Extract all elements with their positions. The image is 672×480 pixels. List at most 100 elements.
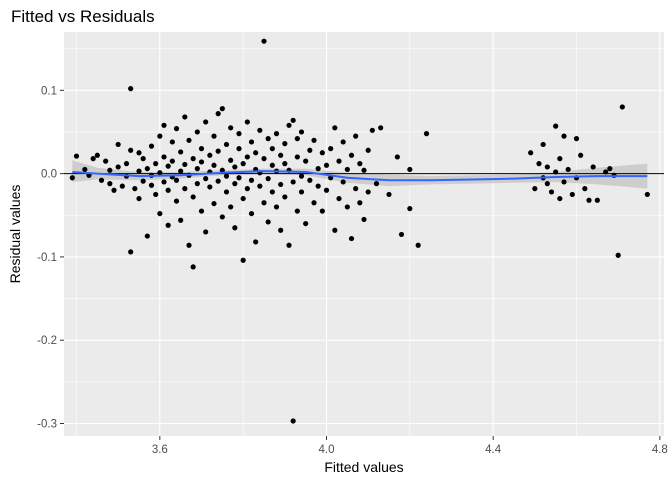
smooth-trend-line [72, 170, 648, 182]
data-point [198, 159, 205, 165]
x-axis-ticks: 3.6 4.0 4.4 4.8 [152, 436, 668, 456]
data-point [198, 146, 205, 152]
data-point [544, 164, 550, 170]
data-point [223, 141, 230, 148]
data-point [173, 198, 180, 204]
data-point [269, 146, 275, 152]
y-tick-label: -0.1 [37, 252, 57, 264]
data-point [340, 179, 346, 185]
data-point [357, 161, 363, 167]
data-point [203, 119, 209, 125]
x-tick-label: 4.8 [652, 444, 668, 456]
data-point [132, 186, 138, 192]
data-point [169, 158, 175, 164]
data-point [290, 117, 296, 123]
data-point [365, 147, 371, 153]
data-point [269, 189, 275, 195]
data-point [361, 167, 367, 173]
data-point [223, 189, 230, 195]
data-point [194, 129, 200, 135]
data-point [161, 122, 167, 128]
data-point [328, 146, 334, 152]
data-point [553, 123, 559, 129]
data-point [165, 163, 171, 169]
minor-gridlines [64, 32, 664, 436]
data-point [340, 139, 346, 145]
data-point [407, 166, 413, 173]
data-point [315, 183, 321, 189]
data-point [123, 161, 130, 167]
data-point [128, 147, 134, 153]
data-point [269, 162, 275, 168]
data-point [332, 125, 338, 131]
data-point [378, 125, 384, 131]
data-point [398, 231, 405, 238]
data-point [98, 177, 105, 183]
data-point [619, 104, 625, 110]
data-point [286, 122, 292, 128]
data-point [307, 147, 313, 153]
data-point [261, 38, 267, 44]
data-point [232, 225, 238, 231]
data-point [353, 133, 359, 139]
data-point [107, 167, 113, 173]
data-point [211, 162, 217, 168]
data-point [373, 181, 380, 187]
data-point [294, 154, 300, 160]
data-point [111, 187, 117, 193]
data-point [148, 182, 155, 188]
data-point [240, 257, 246, 263]
y-tick-label: 0.0 [41, 169, 57, 181]
data-point [165, 222, 171, 228]
data-point [148, 143, 155, 149]
data-point [582, 186, 588, 192]
data-point [90, 156, 96, 162]
data-point [244, 186, 250, 192]
data-point [211, 133, 217, 139]
data-point [165, 187, 171, 193]
plot-panel [64, 32, 664, 436]
data-point [153, 191, 159, 198]
data-point [319, 150, 325, 156]
data-point [157, 210, 163, 217]
data-point [298, 129, 305, 135]
data-point [182, 186, 188, 192]
data-point [236, 146, 242, 152]
data-point [190, 156, 196, 162]
data-point [203, 176, 209, 182]
y-tick-label: -0.2 [37, 335, 57, 347]
data-point [557, 156, 563, 162]
data-point [82, 166, 88, 173]
data-point [178, 217, 184, 223]
data-point [532, 186, 538, 192]
data-point [215, 111, 221, 117]
data-point [361, 216, 367, 223]
data-point [603, 169, 609, 175]
data-point [273, 131, 280, 137]
data-point [182, 161, 188, 168]
data-point [103, 158, 109, 164]
data-point [240, 195, 246, 202]
data-point [323, 187, 330, 193]
data-point [182, 114, 188, 120]
data-point [261, 156, 267, 162]
data-point [315, 166, 321, 172]
data-point [219, 214, 225, 220]
data-point [215, 148, 221, 154]
data-point [544, 181, 550, 187]
data-point [423, 131, 430, 137]
data-point [528, 150, 534, 156]
data-point [253, 150, 259, 156]
data-point [178, 168, 184, 174]
data-point [140, 178, 146, 184]
data-point [136, 150, 142, 156]
data-point [278, 181, 284, 188]
data-point [303, 220, 309, 227]
data-point [561, 179, 567, 185]
data-point [240, 161, 246, 167]
data-point [232, 164, 238, 170]
data-point [282, 161, 288, 167]
data-point [144, 166, 150, 172]
data-point [336, 158, 342, 164]
